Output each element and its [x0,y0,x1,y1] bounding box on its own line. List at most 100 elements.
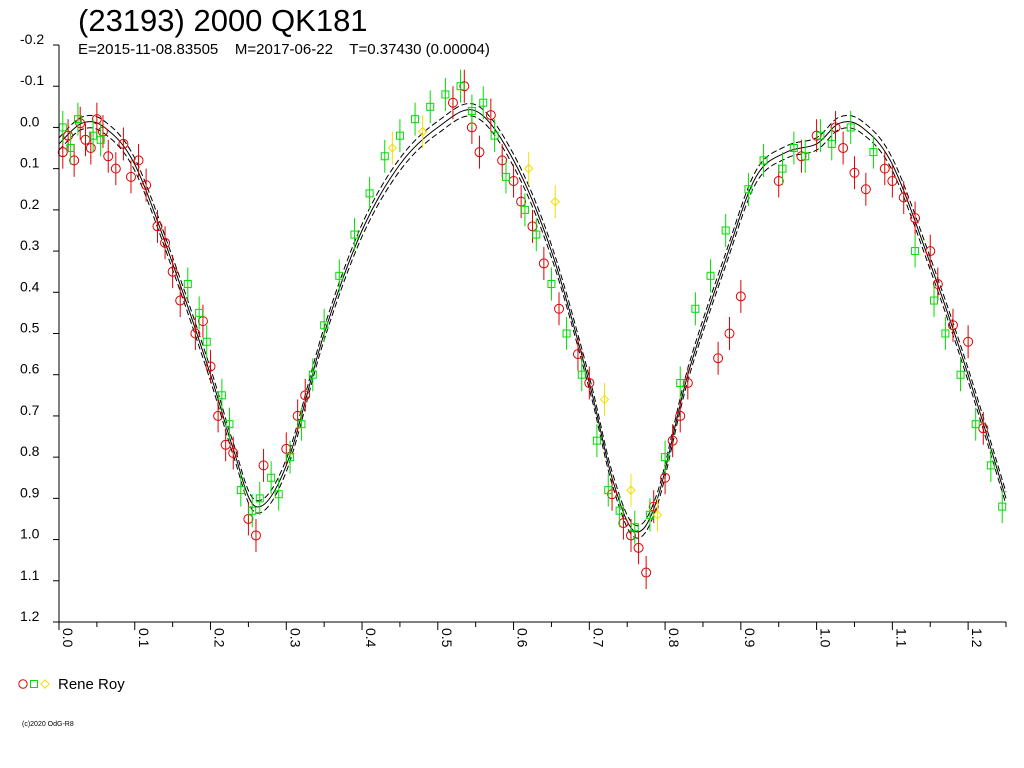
square-marker [801,152,810,161]
data-point [547,267,556,301]
circle-marker [300,390,311,401]
data-point [846,110,855,144]
square-marker [744,185,753,194]
data-point [308,358,317,392]
data-point [538,246,549,280]
data-point [626,473,636,507]
data-point [675,399,686,433]
circle-marker [633,542,644,553]
data-point [205,349,216,383]
data-point [220,428,231,462]
data-point [676,366,685,400]
data-point [490,119,499,153]
data-point [830,110,841,144]
data-point [202,325,211,359]
data-point [898,181,909,214]
square-marker [308,370,317,379]
square-marker [274,490,283,499]
circle-marker [167,266,178,277]
circle-marker [910,213,921,224]
x-tick-label: 1.0 [818,628,834,648]
square-marker [592,436,601,445]
data-point [160,226,171,260]
x-tick-label: 0.1 [136,628,152,648]
data-point [225,407,234,441]
data-point [641,556,652,590]
data-point [497,143,508,177]
data-point [426,90,435,124]
square-marker [217,391,226,400]
circle-marker [160,237,171,248]
data-point [827,127,836,161]
data-point [456,69,465,103]
square-marker [66,144,75,153]
circle-marker [474,147,485,158]
circle-marker [125,171,136,182]
data-point [713,341,724,375]
square-marker [501,172,510,181]
y-tick-label: 0.5 [20,320,40,336]
fit-lower-dashed-line [58,115,1007,539]
circle-marker [459,81,470,92]
square-marker [426,102,435,111]
circle-marker [713,353,724,364]
diamond-marker [626,485,636,495]
data-point [998,490,1007,524]
square-marker [202,337,211,346]
data-point [724,317,735,350]
data-point [735,279,746,313]
data-point [125,160,136,194]
circle-marker [811,130,822,141]
circle-marker [641,567,652,578]
y-ticks: -0.2 -0.1 0.0 0.1 0.2 0.3 0.4 0.5 0.6 0.7 0.8 0.9 1.… [20,31,59,624]
data-point [615,494,624,528]
y-tick-label: 1.1 [20,567,40,583]
chart-subtitle: E=2015-11-08.83505 M=2017-06-22 T=0.3743… [78,41,490,58]
data-point [474,135,485,169]
data-point [508,164,519,198]
circle-marker [947,320,958,331]
square-marker [846,123,855,132]
data-point [91,102,102,136]
fit-mean-line [58,109,1007,533]
square-marker [441,90,450,99]
circle-marker [898,192,909,203]
data-point [297,407,306,441]
circle-marker [175,295,186,306]
x-tick-label: 0.8 [666,628,682,648]
circle-marker [675,410,686,421]
circle-marker [538,258,549,269]
square-marker [971,420,980,429]
circle-marker [879,163,890,174]
y-tick-label: 0.2 [20,196,40,212]
data-point [849,156,860,190]
data-point [706,259,715,293]
circle-marker [932,279,943,290]
data-point [258,448,269,482]
legend-diamond-marker [40,679,50,689]
data-point [860,172,871,206]
circle-marker [978,423,989,434]
square-marker [520,205,529,214]
data-point [141,168,152,202]
circle-marker [69,155,80,166]
data-point [66,131,75,165]
square-marker [456,82,465,91]
legend-marker-group [18,679,50,689]
square-marker [395,131,404,140]
circle-marker [190,328,201,339]
data-point [911,234,920,268]
square-marker [827,139,836,148]
data-point [75,106,86,140]
data-point [816,119,825,153]
y-tick-label: 0.1 [20,155,40,171]
circle-marker [773,176,784,187]
data-point [941,317,950,350]
data-points [57,69,1007,590]
diamond-marker [387,143,398,153]
data-point [630,510,639,544]
data-point [479,86,488,120]
axes [58,45,1006,623]
y-tick-label: 0.4 [20,278,40,294]
circle-marker [735,291,746,302]
